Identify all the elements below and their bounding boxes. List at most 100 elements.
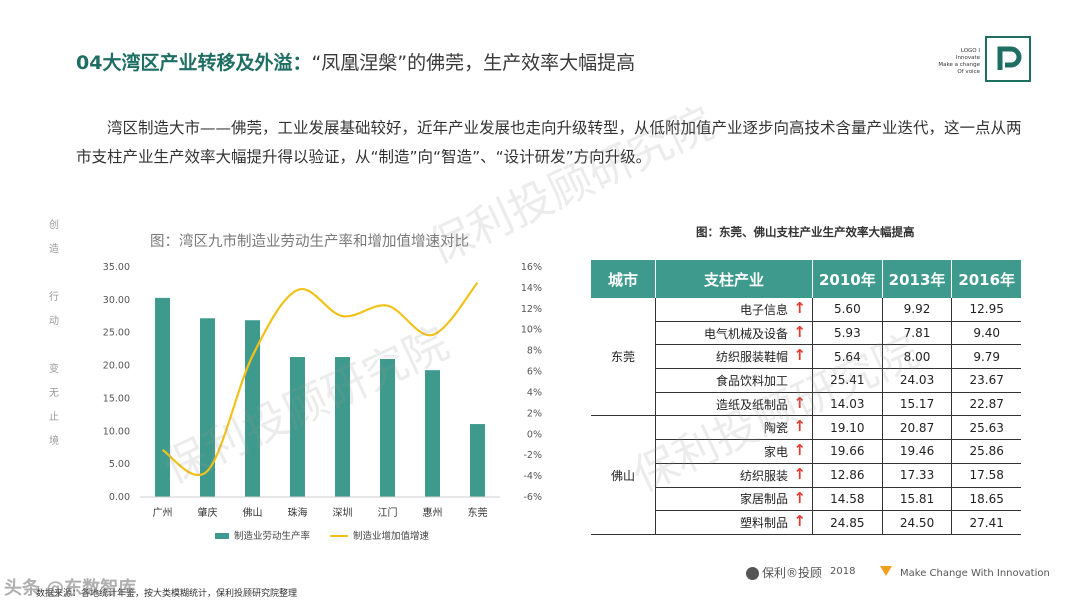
efficiency-table: 城市 支柱产业 2010年 2013年 2016年 东莞 电子信息 ↑ 5.60 9.9… <box>591 260 1021 535</box>
right-axis-tick-label: 8% <box>527 346 542 357</box>
industry-cell: 家居制品 ↑ <box>655 487 813 512</box>
industry-label: 食品饮料加工 <box>715 373 788 388</box>
industry-label: 塑料制品 <box>739 516 788 531</box>
bar <box>290 357 305 497</box>
header-2013: 2013年 <box>882 260 953 298</box>
right-axis-tick-label: 12% <box>521 304 542 315</box>
value-cell-v2013: 9.92 <box>882 298 953 322</box>
left-axis-tick-label: 35.00 <box>103 262 130 273</box>
side-char <box>44 262 64 286</box>
industry-label: 电子信息 <box>739 302 788 317</box>
combo-chart: 0.00 5.00 10.00 15.00 20.00 25.00 30.00 35.00 -6… <box>103 262 543 542</box>
footer-triangle-icon <box>880 566 892 576</box>
industry-label: 家居制品 <box>739 492 788 507</box>
value-cell-v2016: 23.67 <box>951 368 1021 393</box>
value-cell-v2016: 12.95 <box>951 298 1021 322</box>
category-label: 佛山 <box>243 506 263 519</box>
up-arrow-icon: ↑ <box>793 512 806 531</box>
industry-cell: 塑料制品 ↑ <box>655 510 813 535</box>
category-label: 肇庆 <box>198 506 218 519</box>
left-axis-tick-label: 0.00 <box>109 492 130 503</box>
value-cell-v2016: 25.86 <box>951 439 1021 464</box>
header-industry: 支柱产业 <box>655 260 813 298</box>
page-title-main: 04大湾区产业转移及外溢： <box>76 52 312 74</box>
category-label: 深圳 <box>333 507 353 519</box>
footer-logo: 保利®投顾 <box>746 564 822 581</box>
value-cell-v2010: 14.03 <box>812 392 883 417</box>
industry-cell: 食品饮料加工 <box>655 368 813 393</box>
header-city: 城市 <box>591 260 656 298</box>
value-cell-v2010: 19.66 <box>812 439 883 464</box>
industry-label: 纺织服装鞋帽 <box>715 350 788 365</box>
category-label: 广州 <box>153 507 173 519</box>
table-row: 食品饮料加工 25.41 24.03 23.67 <box>591 368 1021 393</box>
up-arrow-icon: ↑ <box>793 488 806 507</box>
value-cell-v2013: 24.50 <box>882 510 953 535</box>
table-row: 塑料制品 ↑ 24.85 24.50 27.41 <box>591 510 1021 535</box>
value-cell-v2016: 18.65 <box>951 487 1021 512</box>
up-arrow-icon: ↑ <box>793 441 806 460</box>
left-axis-tick-label: 5.00 <box>109 459 130 470</box>
industry-cell: 陶瓷 ↑ <box>655 415 813 441</box>
value-cell-v2013: 19.46 <box>882 439 953 464</box>
right-axis-tick-label: 0% <box>527 429 542 440</box>
side-char: 境 <box>49 436 59 447</box>
side-char: 创 <box>49 220 59 231</box>
industry-label: 陶瓷 <box>763 421 788 436</box>
value-cell-v2010: 19.10 <box>812 415 883 441</box>
category-label: 惠州 <box>423 506 443 519</box>
table-row: 纺织服装鞋帽 ↑ 5.64 8.00 9.79 <box>591 344 1021 370</box>
value-cell-v2013: 24.03 <box>882 368 953 393</box>
footer-year: 2018 <box>830 566 856 577</box>
table-row: 东莞 电子信息 ↑ 5.60 9.92 12.95 <box>591 298 1021 417</box>
footer-logo-icon <box>746 567 759 580</box>
side-char: 无 <box>49 388 59 399</box>
up-arrow-icon: ↑ <box>793 346 806 365</box>
right-axis-tick-label: -4% <box>524 471 543 482</box>
up-arrow-icon: ↑ <box>793 417 806 436</box>
industry-cell: 纺织服装鞋帽 ↑ <box>655 344 813 370</box>
value-cell-v2010: 14.58 <box>812 487 883 512</box>
page-title: 04大湾区产业转移及外溢：“凤凰涅槃”的佛莞，生产效率大幅提高 <box>76 48 635 75</box>
up-arrow-icon: ↑ <box>793 393 806 412</box>
up-arrow-icon: ↑ <box>793 299 806 317</box>
category-label: 珠海 <box>288 506 308 519</box>
left-axis-tick-label: 25.00 <box>103 328 130 339</box>
logo-slogan: LOGO I Innovate Make a change Of voice <box>938 48 980 75</box>
table-row: 家居制品 ↑ 14.58 15.81 18.65 <box>591 487 1021 512</box>
value-cell-v2010: 5.60 <box>812 298 883 322</box>
value-cell-v2016: 9.40 <box>951 321 1021 346</box>
city-cell: 东莞 <box>591 298 656 417</box>
bar <box>200 318 215 497</box>
header-2016: 2016年 <box>951 260 1021 298</box>
side-slogan: 创 造 行 动 变 无 止 境 <box>44 214 64 454</box>
bar <box>425 370 440 497</box>
table-row: 家电 ↑ 19.66 19.46 25.86 <box>591 439 1021 464</box>
value-cell-v2010: 5.64 <box>812 344 883 370</box>
value-cell-v2010: 24.85 <box>812 510 883 535</box>
bar <box>155 297 170 497</box>
value-cell-v2010: 25.41 <box>812 368 883 393</box>
growth-rate-line <box>161 281 479 477</box>
right-axis-tick-label: 4% <box>527 387 542 398</box>
right-axis-tick-label: 2% <box>527 408 542 419</box>
right-axis-tick-label: 16% <box>521 262 542 273</box>
corner-watermark: 头条 @东数智库 <box>4 578 137 599</box>
side-char: 造 <box>49 244 59 255</box>
page-title-sub: “凤凰涅槃”的佛莞，生产效率大幅提高 <box>311 52 636 74</box>
right-axis-tick-label: 10% <box>521 325 542 336</box>
right-axis-tick-label: 14% <box>521 283 542 294</box>
side-char: 止 <box>49 412 59 423</box>
bar <box>470 424 485 497</box>
brand-logo <box>985 36 1031 82</box>
industry-cell: 纺织服装 ↑ <box>655 463 813 488</box>
table-row: 佛山 陶瓷 ↑ 19.10 20.87 25.63 <box>591 415 1021 535</box>
value-cell-v2016: 25.63 <box>951 415 1021 441</box>
footer-logo-text: 保利®投顾 <box>762 566 823 580</box>
table-body: 东莞 电子信息 ↑ 5.60 9.92 12.95 电气机械及设备 ↑ 5.93 7.81 9.40… <box>591 298 1021 535</box>
value-cell-v2016: 22.87 <box>951 392 1021 417</box>
table-row: 造纸及纸制品 ↑ 14.03 15.17 22.87 <box>591 392 1021 417</box>
industry-cell: 造纸及纸制品 ↑ <box>655 392 813 417</box>
industry-label: 家电 <box>763 444 788 459</box>
category-label: 江门 <box>378 506 398 519</box>
